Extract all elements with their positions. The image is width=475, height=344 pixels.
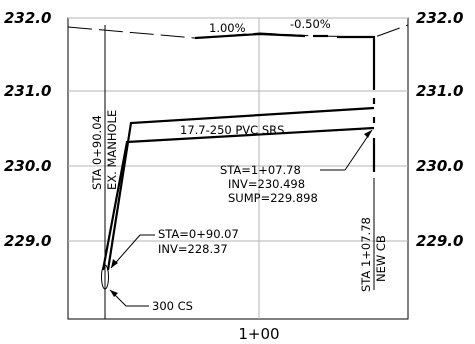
proposed-surface-end: [337, 35, 376, 90]
proposed-surface-line: [194, 32, 306, 40]
x-label-station: 1+00: [238, 325, 279, 343]
pipe-invert-line: [101, 126, 375, 271]
inlet-info-sta: STA=0+90.07: [158, 227, 239, 241]
inlet-info-arrowhead: [111, 259, 118, 268]
cb-station-label: STA 1+07.78: [359, 217, 373, 292]
y-label-right-230: 230.0: [416, 157, 463, 175]
cb-info-sta: STA=1+07.78: [220, 163, 301, 177]
y-label-left-230: 230.0: [4, 157, 51, 175]
manhole-station-label: STA 0+90.04: [90, 115, 104, 190]
y-label-right-229: 229.0: [416, 232, 463, 250]
inlet-info-inv: INV=228.37: [158, 242, 228, 256]
grade-label-right: -0.50%: [290, 17, 331, 31]
cb-info-inv: INV=230.498: [228, 177, 305, 191]
y-label-right-231: 231.0: [416, 82, 463, 100]
y-label-right-232: 232.0: [416, 9, 463, 27]
y-label-left-232: 232.0: [4, 9, 51, 27]
y-label-left-231: 231.0: [4, 82, 51, 100]
manhole-name-label: EX. MANHOLE: [105, 110, 119, 190]
cb-name-label: NEW CB: [374, 235, 388, 282]
inlet-pipe-ellipse: [101, 264, 109, 290]
grade-label-left: 1.00%: [209, 21, 246, 35]
grid: [67, 17, 409, 320]
pipe-callout-label: 300 CS: [152, 299, 193, 313]
pipe-crown-line: [106, 106, 375, 271]
pipe-label: 17.7-250 PVC SRS: [180, 123, 284, 137]
cb-info-arrowhead: [364, 130, 372, 138]
cb-info-sump: SUMP=229.898: [228, 191, 318, 205]
pipe-callout-arrowhead: [110, 290, 118, 297]
y-label-left-229: 229.0: [4, 232, 51, 250]
